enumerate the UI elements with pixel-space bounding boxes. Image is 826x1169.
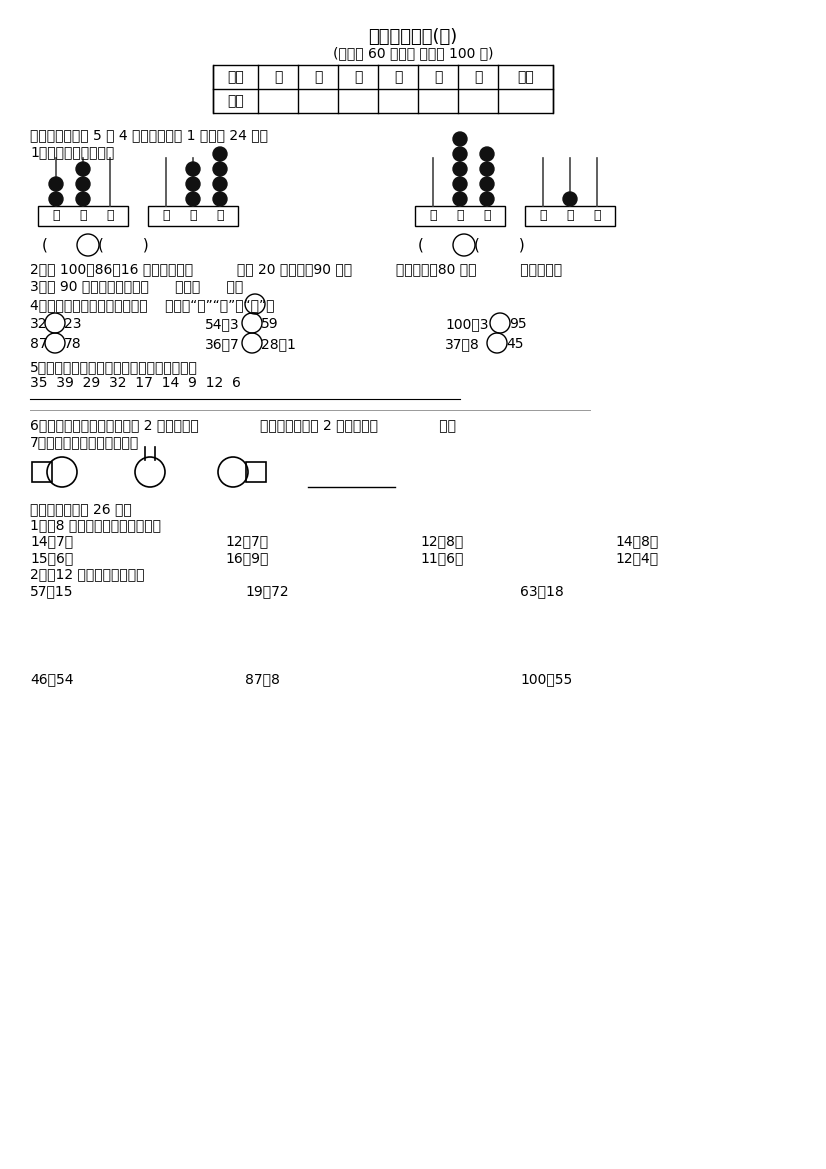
Text: 35  39  29  32  17  14  9  12  6: 35 39 29 32 17 14 9 12 6 bbox=[30, 376, 241, 390]
Text: 59: 59 bbox=[261, 317, 278, 331]
Text: 7．请你接着画出下一幅图。: 7．请你接着画出下一幅图。 bbox=[30, 435, 140, 449]
Circle shape bbox=[76, 162, 90, 177]
Bar bbox=[525, 206, 615, 226]
Text: 2．（12 分）列竖式计算。: 2．（12 分）列竖式计算。 bbox=[30, 567, 145, 581]
Bar bbox=[38, 206, 128, 226]
Circle shape bbox=[453, 147, 467, 161]
Text: 1．写数，再比一比。: 1．写数，再比一比。 bbox=[30, 145, 114, 159]
Text: 16－9＝: 16－9＝ bbox=[225, 551, 268, 565]
Text: 14－7＝: 14－7＝ bbox=[30, 534, 74, 548]
Circle shape bbox=[213, 147, 227, 161]
Text: 三: 三 bbox=[354, 70, 362, 84]
Text: (: ( bbox=[42, 238, 48, 253]
Bar bbox=[415, 206, 505, 226]
Text: 总分: 总分 bbox=[517, 70, 534, 84]
Text: 十: 十 bbox=[456, 209, 463, 222]
Text: 57＋15: 57＋15 bbox=[30, 584, 74, 599]
Circle shape bbox=[213, 162, 227, 177]
Circle shape bbox=[480, 192, 494, 206]
Text: 一、填空。（第 5 题 4 分，其余每空 1 分，共 24 分）: 一、填空。（第 5 题 4 分，其余每空 1 分，共 24 分） bbox=[30, 127, 268, 141]
Text: (        ): ( ) bbox=[98, 238, 149, 253]
Text: 期未过关检测(二): 期未过关检测(二) bbox=[368, 28, 458, 46]
Circle shape bbox=[453, 162, 467, 177]
Text: (时间： 60 分钟， 满分： 100 分): (时间： 60 分钟， 满分： 100 分) bbox=[333, 46, 493, 60]
Circle shape bbox=[480, 177, 494, 191]
Text: 2．在 100，86，16 三个数中，（          ）比 20 少一些；90 比（          ）多一些；80 比（          ）多得多。: 2．在 100，86，16 三个数中，（ ）比 20 少一些；90 比（ ）多一… bbox=[30, 262, 563, 276]
Bar bbox=[32, 462, 52, 482]
Text: 五: 五 bbox=[434, 70, 442, 84]
Text: 14－8＝: 14－8＝ bbox=[615, 534, 658, 548]
Text: 二、计算。（共 26 分）: 二、计算。（共 26 分） bbox=[30, 502, 132, 516]
Text: 87－8: 87－8 bbox=[245, 672, 280, 686]
Text: 得分: 得分 bbox=[227, 94, 244, 108]
Text: (        ): ( ) bbox=[474, 238, 525, 253]
Text: 3．与 90 相邻的两个数是（      ）和（      ）。: 3．与 90 相邻的两个数是（ ）和（ ）。 bbox=[30, 279, 243, 293]
Text: 15－6＝: 15－6＝ bbox=[30, 551, 74, 565]
Text: 个: 个 bbox=[593, 209, 601, 222]
Circle shape bbox=[480, 162, 494, 177]
Text: 12－8＝: 12－8＝ bbox=[420, 534, 463, 548]
Circle shape bbox=[213, 177, 227, 191]
Text: 6．正方形对折一次可以折成 2 个相同的（              ），也可以折成 2 个相同的（              ）。: 6．正方形对折一次可以折成 2 个相同的（ ），也可以折成 2 个相同的（ ）。 bbox=[30, 419, 456, 433]
Circle shape bbox=[76, 192, 90, 206]
Text: 十: 十 bbox=[189, 209, 197, 222]
Text: 28＋1: 28＋1 bbox=[261, 337, 296, 351]
Text: 个: 个 bbox=[107, 209, 114, 222]
Text: 23: 23 bbox=[64, 317, 82, 331]
Text: 100－55: 100－55 bbox=[520, 672, 572, 686]
Text: 4．比较下面每组数的大小，在    里填上“＞”“＜”或“＝”。: 4．比较下面每组数的大小，在 里填上“＞”“＜”或“＝”。 bbox=[30, 298, 274, 312]
Bar bbox=[246, 462, 266, 482]
Text: 32: 32 bbox=[30, 317, 48, 331]
Text: (: ( bbox=[418, 238, 424, 253]
Text: 百: 百 bbox=[539, 209, 547, 222]
Circle shape bbox=[453, 132, 467, 146]
Text: 百: 百 bbox=[430, 209, 437, 222]
Circle shape bbox=[49, 177, 63, 191]
Circle shape bbox=[186, 177, 200, 191]
Circle shape bbox=[453, 192, 467, 206]
Circle shape bbox=[186, 192, 200, 206]
Text: 个: 个 bbox=[483, 209, 491, 222]
Text: 题号: 题号 bbox=[227, 70, 244, 84]
Text: 100－3: 100－3 bbox=[445, 317, 488, 331]
Text: 1．（8 分）看谁算得又快又准。: 1．（8 分）看谁算得又快又准。 bbox=[30, 518, 161, 532]
Circle shape bbox=[213, 192, 227, 206]
Text: 11－6＝: 11－6＝ bbox=[420, 551, 463, 565]
Text: 二: 二 bbox=[314, 70, 322, 84]
Text: 95: 95 bbox=[509, 317, 527, 331]
Circle shape bbox=[480, 147, 494, 161]
Text: 一: 一 bbox=[273, 70, 282, 84]
Text: 5．把下面各数按从小到大的顺序排列起来。: 5．把下面各数按从小到大的顺序排列起来。 bbox=[30, 360, 198, 374]
Circle shape bbox=[49, 192, 63, 206]
Circle shape bbox=[563, 192, 577, 206]
Text: 63－18: 63－18 bbox=[520, 584, 564, 599]
Text: 36－7: 36－7 bbox=[205, 337, 240, 351]
Text: 百: 百 bbox=[52, 209, 59, 222]
Text: 19＋72: 19＋72 bbox=[245, 584, 288, 599]
Circle shape bbox=[453, 177, 467, 191]
Text: 12－4＝: 12－4＝ bbox=[615, 551, 658, 565]
Text: 45: 45 bbox=[506, 337, 524, 351]
Text: 46＋54: 46＋54 bbox=[30, 672, 74, 686]
Text: 六: 六 bbox=[474, 70, 482, 84]
Circle shape bbox=[76, 177, 90, 191]
Text: 87: 87 bbox=[30, 337, 48, 351]
Circle shape bbox=[186, 162, 200, 177]
Text: 37＋8: 37＋8 bbox=[445, 337, 480, 351]
Text: 个: 个 bbox=[216, 209, 224, 222]
Text: 百: 百 bbox=[162, 209, 170, 222]
Bar bbox=[213, 65, 553, 113]
Text: 四: 四 bbox=[394, 70, 402, 84]
Text: 12－7＝: 12－7＝ bbox=[225, 534, 268, 548]
Text: 78: 78 bbox=[64, 337, 82, 351]
Bar bbox=[148, 206, 238, 226]
Text: 十: 十 bbox=[567, 209, 574, 222]
Text: 54＋3: 54＋3 bbox=[205, 317, 240, 331]
Text: 十: 十 bbox=[79, 209, 87, 222]
